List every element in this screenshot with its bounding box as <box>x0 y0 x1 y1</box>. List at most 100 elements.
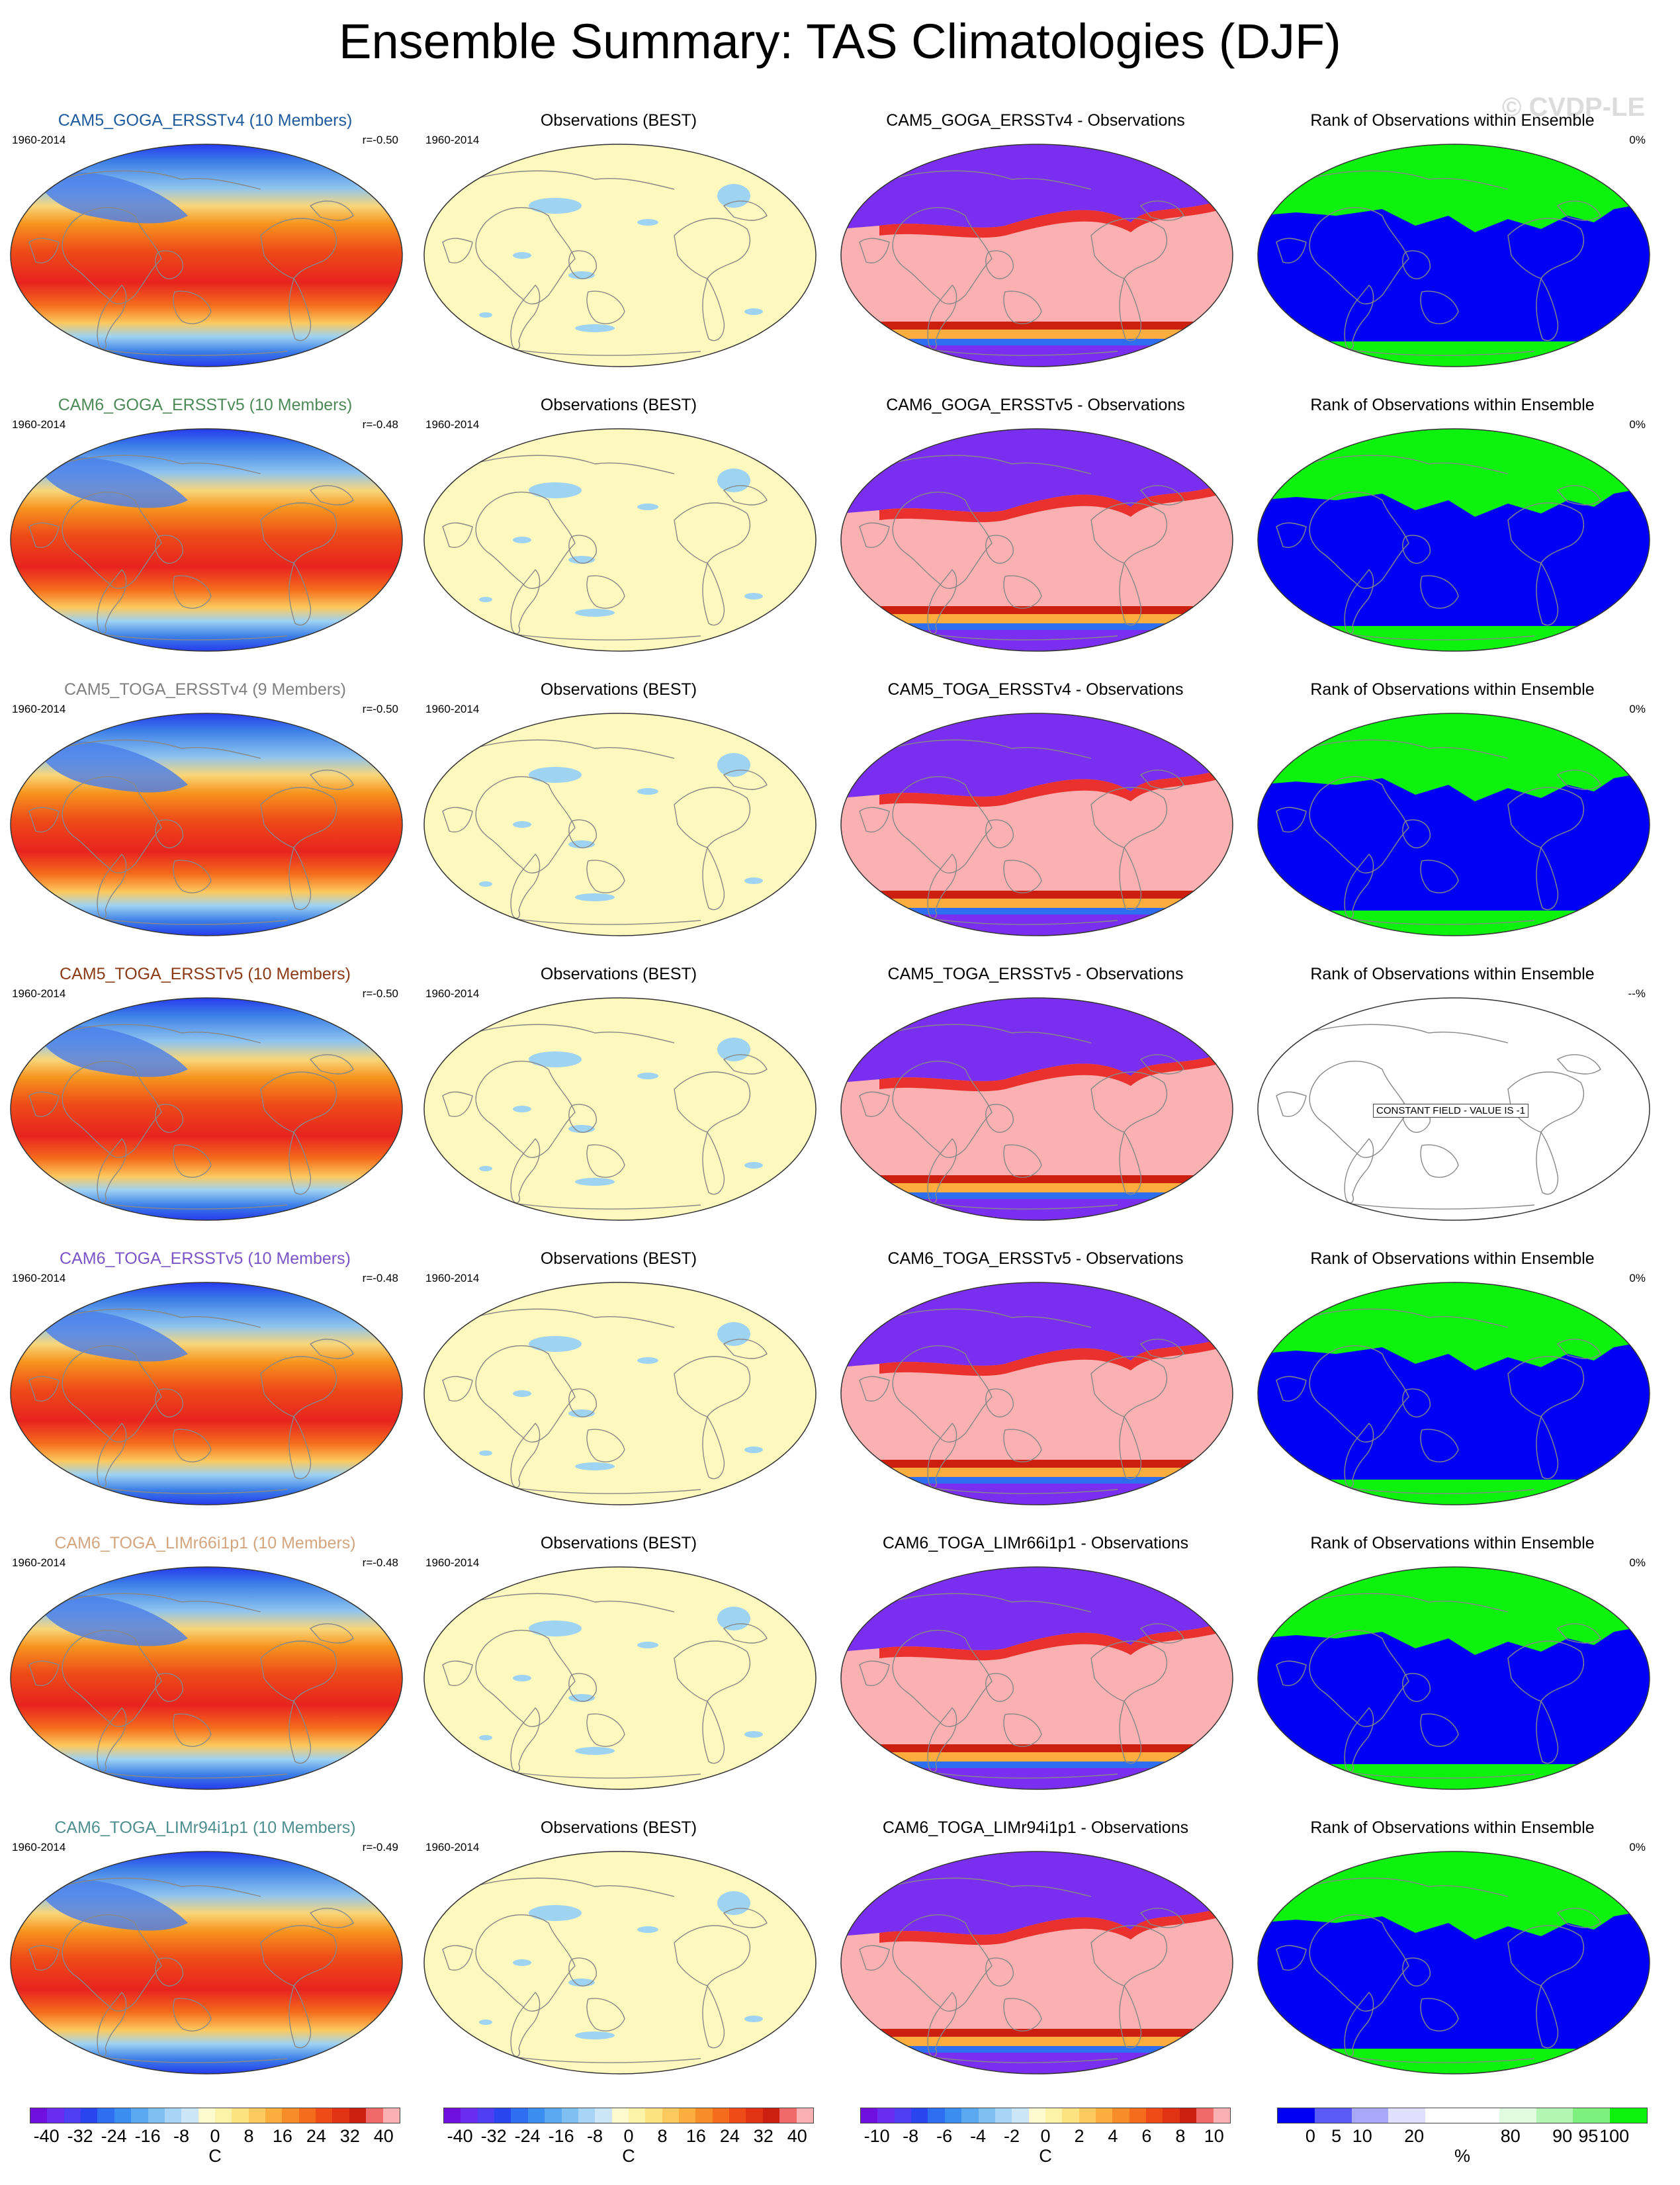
rank-title: Rank of Observations within Ensemble <box>1310 1534 1595 1552</box>
colorbar-tick-label: -24 <box>514 2126 541 2146</box>
colorbar-swatch <box>511 2108 528 2123</box>
rank-map <box>1257 427 1651 656</box>
model-title: CAM5_GOGA_ERSSTv4 (10 Members) <box>58 111 353 130</box>
rank-map <box>1257 1566 1651 1794</box>
colorbar-rank: 0 5 10 20 80 90 95 100% <box>1277 2108 1648 2166</box>
pattern-correlation: r=-0.48 <box>362 418 398 431</box>
difference-title: CAM6_TOGA_LIMr94i1p1 - Observations <box>882 1818 1189 1837</box>
colorbar-swatch <box>611 2108 629 2123</box>
colorbar-tick-label: 2 <box>1074 2126 1084 2146</box>
colorbar-swatch <box>645 2108 662 2123</box>
colorbar-swatch <box>47 2108 64 2123</box>
rank-panel: Rank of Observations within Ensemble 0% <box>1247 1529 1658 1813</box>
diff-map <box>840 1850 1234 2078</box>
colorbar-swatch <box>712 2108 730 2123</box>
model-title: CAM5_TOGA_ERSSTv4 (9 Members) <box>64 680 347 699</box>
period-label: 1960-2014 <box>12 987 66 1000</box>
colorbar-unit: % <box>1454 2146 1470 2166</box>
colorbar-tick-label: 8 <box>657 2126 668 2146</box>
pattern-correlation: r=-0.50 <box>362 134 398 146</box>
colorbar-tick-label: 32 <box>753 2126 774 2146</box>
rank-panel: Rank of Observations within Ensemble --% C… <box>1247 959 1658 1244</box>
period-label: 1960-2014 <box>12 134 66 146</box>
rank-title: Rank of Observations within Ensemble <box>1310 396 1595 414</box>
diff-map <box>840 712 1234 940</box>
colorbar-swatch <box>1129 2108 1147 2123</box>
diff-map <box>840 427 1234 656</box>
model-climatology-panel: CAM5_TOGA_ERSSTv4 (9 Members) 1960-2014 r=… <box>0 675 410 959</box>
period-label: 1960-2014 <box>425 1272 480 1284</box>
constant-field-label: CONSTANT FIELD - VALUE IS -1 <box>1373 1104 1529 1118</box>
colorbar-swatch <box>148 2108 165 2123</box>
rank-map <box>1257 1281 1651 1509</box>
observations-title: Observations (BEST) <box>540 680 697 699</box>
colorbar-swatch <box>97 2108 114 2123</box>
colorbar-swatch <box>944 2108 962 2123</box>
observations-panel: Observations (BEST) 1960-2014 <box>414 1244 824 1529</box>
colorbar-swatch <box>1573 2108 1611 2123</box>
colorbar-tick-label: 0 <box>210 2126 220 2146</box>
colorbar-tick-label: 90 <box>1552 2126 1573 2146</box>
colorbar-swatch <box>861 2108 878 2123</box>
colorbar-swatch <box>444 2108 461 2123</box>
colorbar-swatch <box>1045 2108 1063 2123</box>
difference-panel: CAM6_TOGA_ERSSTv5 - Observations <box>830 1244 1241 1529</box>
colorbar-swatch <box>494 2108 511 2123</box>
rank-percent: 0% <box>1629 134 1646 146</box>
colorbar-swatch <box>1179 2108 1197 2123</box>
colorbar-tick-label: -2 <box>1004 2126 1020 2146</box>
panel-row: CAM6_GOGA_ERSSTv5 (10 Members) 1960-2014 r… <box>0 390 1680 675</box>
difference-panel: CAM6_TOGA_LIMr94i1p1 - Observations <box>830 1813 1241 2098</box>
period-label: 1960-2014 <box>425 134 480 146</box>
colorbar-swatch <box>64 2108 81 2123</box>
panel-row: CAM5_TOGA_ERSSTv5 (10 Members) 1960-2014 r… <box>0 959 1680 1244</box>
observations-panel: Observations (BEST) 1960-2014 <box>414 1813 824 2098</box>
rank-title: Rank of Observations within Ensemble <box>1310 111 1595 130</box>
observations-title: Observations (BEST) <box>540 1249 697 1268</box>
model-title: CAM5_TOGA_ERSSTv5 (10 Members) <box>60 965 351 983</box>
colorbar-swatch <box>1425 2108 1462 2123</box>
colorbar-swatch <box>1146 2108 1163 2123</box>
colorbar-tick-label: 5 <box>1331 2126 1342 2146</box>
rank-percent: 0% <box>1629 418 1646 431</box>
period-label: 1960-2014 <box>425 418 480 431</box>
model-climatology-panel: CAM5_TOGA_ERSSTv5 (10 Members) 1960-2014 r… <box>0 959 410 1244</box>
tas-map <box>9 427 404 656</box>
colorbar-swatch <box>1112 2108 1129 2123</box>
colorbar-tick-label: 10 <box>1352 2126 1372 2146</box>
colorbar-tick-label: -32 <box>480 2126 507 2146</box>
colorbar-tick-label: -40 <box>447 2126 473 2146</box>
difference-panel: CAM6_GOGA_ERSSTv5 - Observations <box>830 390 1241 675</box>
colorbar-tick-label: -8 <box>587 2126 603 2146</box>
model-climatology-panel: CAM5_GOGA_ERSSTv4 (10 Members) 1960-2014 r… <box>0 106 410 390</box>
period-label: 1960-2014 <box>12 703 66 715</box>
page-title: Ensemble Summary: TAS Climatologies (DJF… <box>339 14 1341 69</box>
colorbar-swatch <box>382 2108 400 2123</box>
colorbar-swatch <box>1062 2108 1079 2123</box>
colorbar-swatch <box>198 2108 215 2123</box>
colorbar-obs: -40 -32 -24 -16 -8 0 8 16 24 32 40 C <box>443 2108 814 2166</box>
model-title: CAM6_GOGA_ERSSTv5 (10 Members) <box>58 396 353 414</box>
tas-map <box>9 1281 404 1509</box>
colorbar-swatch <box>1278 2108 1315 2123</box>
obs-map <box>423 1281 817 1509</box>
rank-map <box>1257 1850 1651 2078</box>
colorbar-tick-label: 40 <box>373 2126 394 2146</box>
tas-map <box>9 1850 404 2078</box>
colorbar-swatch <box>1213 2108 1230 2123</box>
rank-panel: Rank of Observations within Ensemble 0% <box>1247 106 1658 390</box>
difference-title: CAM6_GOGA_ERSSTv5 - Observations <box>886 396 1185 414</box>
diff-map <box>840 143 1234 371</box>
rank-percent: 0% <box>1629 1272 1646 1284</box>
obs-map <box>423 1850 817 2078</box>
colorbar-swatch <box>1196 2108 1214 2123</box>
colorbar-swatch <box>248 2108 266 2123</box>
colorbar-swatch <box>779 2108 797 2123</box>
colorbar-tick-label: 16 <box>272 2126 292 2146</box>
colorbar-swatch <box>578 2108 596 2123</box>
colorbar-swatch <box>1012 2108 1029 2123</box>
colorbar-tick-label: 100 <box>1599 2126 1630 2146</box>
diff-map <box>840 1281 1234 1509</box>
rank-percent: --% <box>1628 987 1646 1000</box>
colorbar-swatch <box>1610 2108 1647 2123</box>
